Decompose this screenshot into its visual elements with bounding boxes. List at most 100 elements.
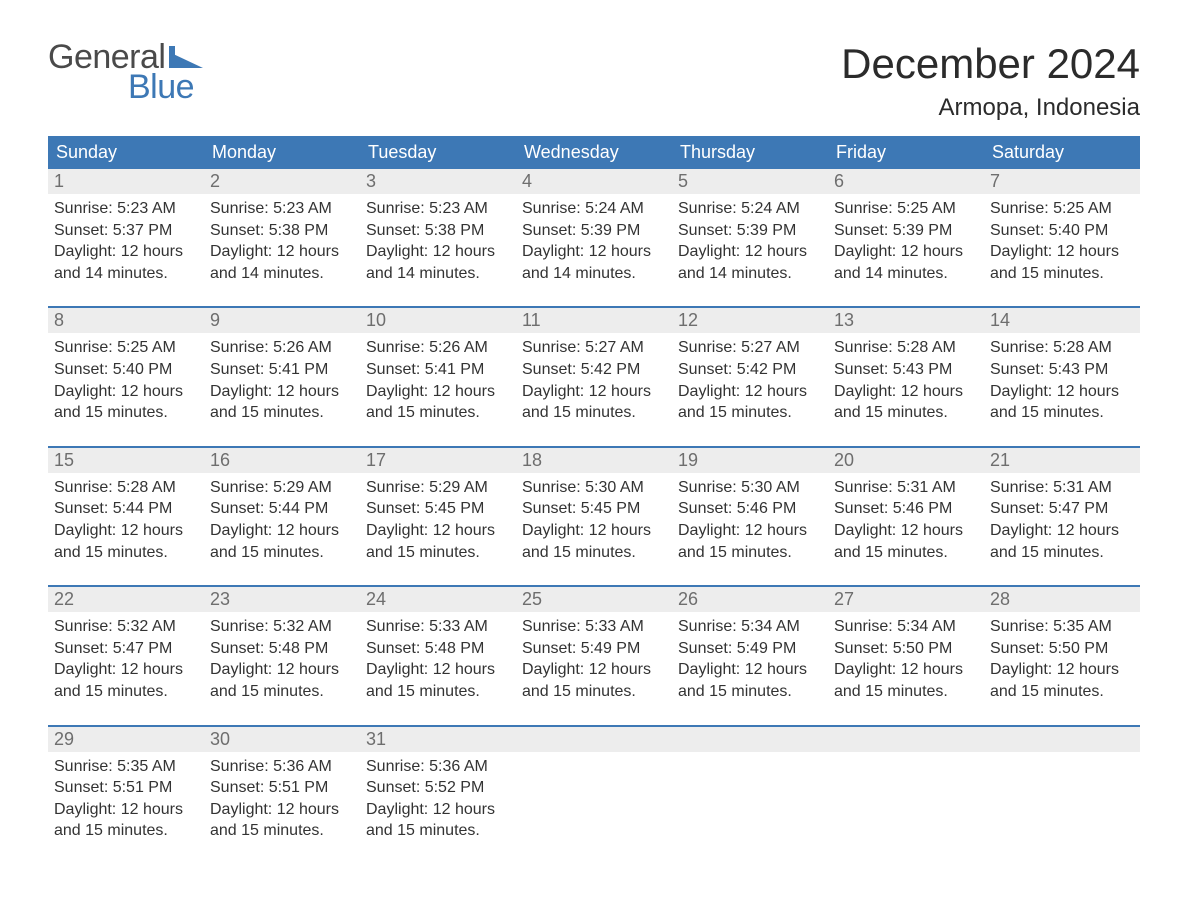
sunset-text: Sunset: 5:46 PM	[678, 498, 822, 520]
day-cell: Sunrise: 5:34 AMSunset: 5:49 PMDaylight:…	[672, 612, 828, 724]
sunset-text: Sunset: 5:44 PM	[210, 498, 354, 520]
weekday-header: Saturday	[984, 136, 1140, 169]
day-number: 16	[204, 448, 360, 473]
sunset-text: Sunset: 5:44 PM	[54, 498, 198, 520]
sunrise-text: Sunrise: 5:34 AM	[834, 616, 978, 638]
daylight-text: Daylight: 12 hours and 15 minutes.	[366, 799, 510, 842]
day-number: 22	[48, 587, 204, 612]
day-number: 10	[360, 308, 516, 333]
day-number: 15	[48, 448, 204, 473]
sunrise-text: Sunrise: 5:23 AM	[210, 198, 354, 220]
daylight-text: Daylight: 12 hours and 15 minutes.	[54, 381, 198, 424]
daylight-text: Daylight: 12 hours and 15 minutes.	[210, 659, 354, 702]
day-number: 24	[360, 587, 516, 612]
sunrise-text: Sunrise: 5:32 AM	[54, 616, 198, 638]
sunset-text: Sunset: 5:48 PM	[210, 638, 354, 660]
day-number: 8	[48, 308, 204, 333]
daylight-text: Daylight: 12 hours and 15 minutes.	[522, 381, 666, 424]
daylight-text: Daylight: 12 hours and 15 minutes.	[366, 659, 510, 702]
sunset-text: Sunset: 5:42 PM	[678, 359, 822, 381]
daylight-text: Daylight: 12 hours and 15 minutes.	[366, 520, 510, 563]
sunrise-text: Sunrise: 5:30 AM	[522, 477, 666, 499]
daynum-row: 22232425262728	[48, 587, 1140, 612]
day-cell: Sunrise: 5:25 AMSunset: 5:40 PMDaylight:…	[984, 194, 1140, 306]
daylight-text: Daylight: 12 hours and 14 minutes.	[834, 241, 978, 284]
day-cell: Sunrise: 5:27 AMSunset: 5:42 PMDaylight:…	[516, 333, 672, 445]
day-cell: Sunrise: 5:24 AMSunset: 5:39 PMDaylight:…	[672, 194, 828, 306]
day-cell: Sunrise: 5:29 AMSunset: 5:44 PMDaylight:…	[204, 473, 360, 585]
day-number: 20	[828, 448, 984, 473]
sunrise-text: Sunrise: 5:31 AM	[834, 477, 978, 499]
title-block: December 2024 Armopa, Indonesia	[841, 40, 1140, 122]
day-cell: Sunrise: 5:34 AMSunset: 5:50 PMDaylight:…	[828, 612, 984, 724]
sunrise-text: Sunrise: 5:29 AM	[366, 477, 510, 499]
sunrise-text: Sunrise: 5:31 AM	[990, 477, 1134, 499]
day-cell: Sunrise: 5:23 AMSunset: 5:37 PMDaylight:…	[48, 194, 204, 306]
sunset-text: Sunset: 5:46 PM	[834, 498, 978, 520]
logo-mark-icon	[169, 46, 203, 68]
daybody-row: Sunrise: 5:28 AMSunset: 5:44 PMDaylight:…	[48, 473, 1140, 585]
daylight-text: Daylight: 12 hours and 15 minutes.	[678, 659, 822, 702]
day-cell: Sunrise: 5:30 AMSunset: 5:45 PMDaylight:…	[516, 473, 672, 585]
day-cell	[984, 752, 1140, 864]
sunrise-text: Sunrise: 5:35 AM	[54, 756, 198, 778]
day-cell: Sunrise: 5:35 AMSunset: 5:51 PMDaylight:…	[48, 752, 204, 864]
month-title: December 2024	[841, 40, 1140, 88]
sunset-text: Sunset: 5:38 PM	[210, 220, 354, 242]
sunrise-text: Sunrise: 5:27 AM	[522, 337, 666, 359]
daylight-text: Daylight: 12 hours and 14 minutes.	[54, 241, 198, 284]
daylight-text: Daylight: 12 hours and 15 minutes.	[522, 659, 666, 702]
day-number: 19	[672, 448, 828, 473]
daylight-text: Daylight: 12 hours and 15 minutes.	[990, 381, 1134, 424]
logo: General Blue	[48, 40, 203, 104]
daylight-text: Daylight: 12 hours and 15 minutes.	[522, 520, 666, 563]
sunrise-text: Sunrise: 5:34 AM	[678, 616, 822, 638]
day-cell: Sunrise: 5:28 AMSunset: 5:44 PMDaylight:…	[48, 473, 204, 585]
daylight-text: Daylight: 12 hours and 15 minutes.	[990, 659, 1134, 702]
location-label: Armopa, Indonesia	[841, 94, 1140, 122]
day-number: 1	[48, 169, 204, 194]
sunrise-text: Sunrise: 5:25 AM	[834, 198, 978, 220]
daybody-row: Sunrise: 5:25 AMSunset: 5:40 PMDaylight:…	[48, 333, 1140, 445]
sunrise-text: Sunrise: 5:28 AM	[834, 337, 978, 359]
sunset-text: Sunset: 5:49 PM	[522, 638, 666, 660]
sunset-text: Sunset: 5:39 PM	[522, 220, 666, 242]
day-number: 11	[516, 308, 672, 333]
day-number: 5	[672, 169, 828, 194]
day-number: 2	[204, 169, 360, 194]
calendar: SundayMondayTuesdayWednesdayThursdayFrid…	[48, 136, 1140, 864]
daylight-text: Daylight: 12 hours and 14 minutes.	[210, 241, 354, 284]
daylight-text: Daylight: 12 hours and 14 minutes.	[366, 241, 510, 284]
sunset-text: Sunset: 5:48 PM	[366, 638, 510, 660]
sunset-text: Sunset: 5:49 PM	[678, 638, 822, 660]
sunset-text: Sunset: 5:50 PM	[834, 638, 978, 660]
day-number	[984, 727, 1140, 752]
day-cell: Sunrise: 5:24 AMSunset: 5:39 PMDaylight:…	[516, 194, 672, 306]
weekday-header-row: SundayMondayTuesdayWednesdayThursdayFrid…	[48, 136, 1140, 169]
daylight-text: Daylight: 12 hours and 15 minutes.	[54, 520, 198, 563]
day-cell: Sunrise: 5:36 AMSunset: 5:52 PMDaylight:…	[360, 752, 516, 864]
day-number: 17	[360, 448, 516, 473]
daylight-text: Daylight: 12 hours and 15 minutes.	[54, 799, 198, 842]
day-number: 28	[984, 587, 1140, 612]
day-number: 3	[360, 169, 516, 194]
sunset-text: Sunset: 5:45 PM	[522, 498, 666, 520]
sunset-text: Sunset: 5:40 PM	[54, 359, 198, 381]
day-number	[828, 727, 984, 752]
sunset-text: Sunset: 5:41 PM	[210, 359, 354, 381]
day-cell: Sunrise: 5:33 AMSunset: 5:49 PMDaylight:…	[516, 612, 672, 724]
day-cell: Sunrise: 5:23 AMSunset: 5:38 PMDaylight:…	[204, 194, 360, 306]
logo-text-blue: Blue	[128, 70, 203, 104]
day-number: 27	[828, 587, 984, 612]
daylight-text: Daylight: 12 hours and 15 minutes.	[834, 520, 978, 563]
daynum-row: 891011121314	[48, 308, 1140, 333]
sunrise-text: Sunrise: 5:25 AM	[54, 337, 198, 359]
day-cell: Sunrise: 5:32 AMSunset: 5:48 PMDaylight:…	[204, 612, 360, 724]
daylight-text: Daylight: 12 hours and 15 minutes.	[990, 241, 1134, 284]
day-cell: Sunrise: 5:25 AMSunset: 5:39 PMDaylight:…	[828, 194, 984, 306]
day-cell	[828, 752, 984, 864]
day-cell: Sunrise: 5:29 AMSunset: 5:45 PMDaylight:…	[360, 473, 516, 585]
weekday-header: Friday	[828, 136, 984, 169]
sunset-text: Sunset: 5:51 PM	[54, 777, 198, 799]
day-number	[516, 727, 672, 752]
